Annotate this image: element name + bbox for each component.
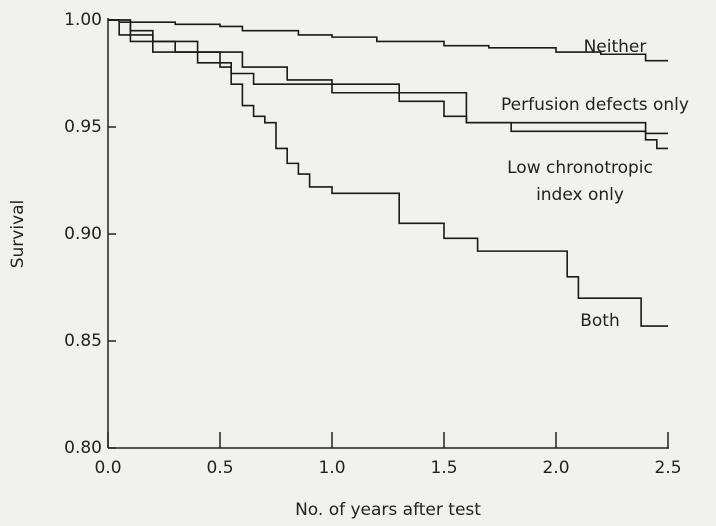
series-label: Perfusion defects only xyxy=(501,95,689,115)
series-label-box: Neither xyxy=(583,37,647,57)
series-label-box: Perfusion defects only xyxy=(501,95,689,115)
x-tick-label: 1.5 xyxy=(430,458,457,478)
y-tick-label: 0.85 xyxy=(64,331,102,351)
x-tick-label: 0.0 xyxy=(94,458,121,478)
series-label: Both xyxy=(580,311,620,331)
series-label: Neither xyxy=(583,37,647,57)
y-axis-title: Survival xyxy=(8,200,28,269)
series-label-box: Low chronotropic index only xyxy=(507,158,653,205)
y-tick-label: 0.90 xyxy=(64,224,102,244)
y-tick-label: 0.80 xyxy=(64,438,102,458)
x-axis-title: No. of years after test xyxy=(295,500,481,520)
y-tick-label: 1.00 xyxy=(64,10,102,30)
series-label: Low chronotropic index only xyxy=(507,158,653,205)
x-tick-label: 1.0 xyxy=(318,458,345,478)
x-tick-label: 2.5 xyxy=(654,458,681,478)
x-tick-label: 2.0 xyxy=(542,458,569,478)
survival-curve xyxy=(108,19,668,327)
x-tick-label: 0.5 xyxy=(206,458,233,478)
series-label-box: Both xyxy=(580,311,620,331)
y-tick-label: 0.95 xyxy=(64,117,102,137)
survival-curve xyxy=(108,19,668,62)
survival-curve xyxy=(108,19,668,150)
